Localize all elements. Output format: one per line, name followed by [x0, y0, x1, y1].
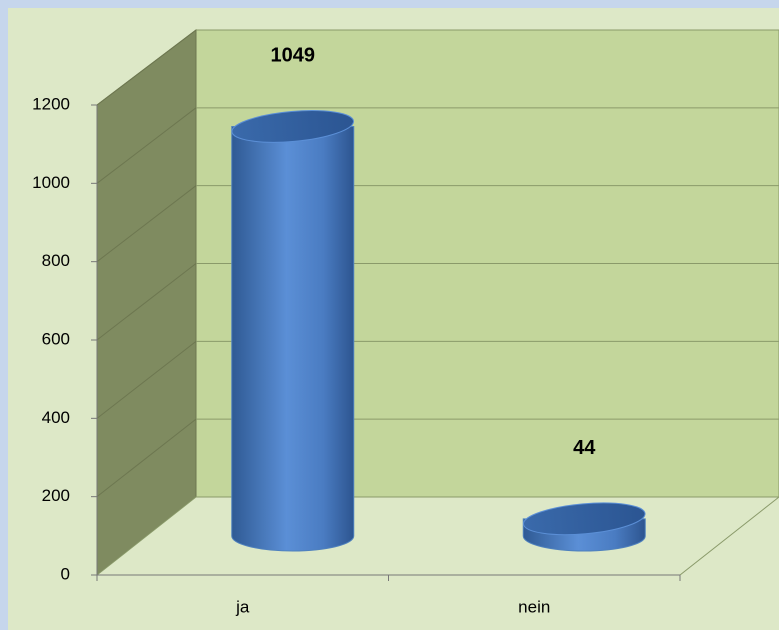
bar-top	[522, 502, 646, 536]
grid-line-side	[96, 263, 197, 341]
value-label: 44	[573, 437, 596, 459]
x-tick-label: ja	[235, 597, 250, 616]
y-tick-label: 1200	[32, 94, 70, 113]
x-tick-label: nein	[518, 597, 550, 616]
y-tick-label: 200	[42, 486, 70, 505]
bar	[522, 502, 646, 552]
y-tick-label: 400	[42, 408, 70, 427]
grid-line-side	[96, 107, 197, 184]
side-wall	[96, 28, 197, 577]
value-label: 1049	[271, 45, 316, 67]
y-tick-label: 600	[42, 329, 70, 348]
bar	[231, 110, 355, 552]
grid-line-side	[96, 418, 197, 498]
floor	[95, 496, 779, 576]
bar-top	[231, 110, 355, 143]
grid-line-side	[96, 29, 197, 106]
y-tick-label: 0	[61, 564, 70, 583]
grid-line-side	[96, 185, 197, 263]
y-tick-label: 800	[42, 251, 70, 270]
grid-line-side	[96, 340, 197, 419]
bar-body	[231, 125, 355, 552]
y-tick-label: 1000	[32, 173, 70, 192]
